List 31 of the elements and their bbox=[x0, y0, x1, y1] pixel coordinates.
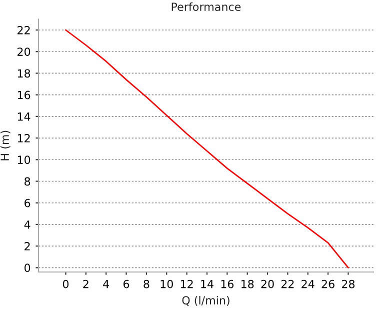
y-tick-label: 8 bbox=[24, 177, 30, 186]
y-tick-label: 12 bbox=[18, 134, 30, 142]
x-tick-label: 22 bbox=[281, 280, 294, 288]
y-tick-label: 0 bbox=[24, 264, 30, 272]
y-tick-label: 22 bbox=[18, 26, 30, 34]
chart-title: Performance bbox=[172, 2, 241, 12]
x-tick-label: 12 bbox=[180, 280, 193, 288]
x-tick-label: 10 bbox=[160, 280, 173, 288]
y-axis-title: H (m) bbox=[0, 130, 10, 160]
y-tick-label: 4 bbox=[24, 220, 30, 229]
x-tick-label: 28 bbox=[342, 280, 355, 288]
y-tick-label: 6 bbox=[24, 198, 30, 208]
x-tick-label: 6 bbox=[124, 280, 130, 288]
y-tick-label: 18 bbox=[18, 69, 30, 78]
y-tick-label: 10 bbox=[18, 156, 30, 164]
y-tick-label: 16 bbox=[18, 90, 30, 100]
y-tick-label: 2 bbox=[24, 242, 30, 250]
x-tick-label: 26 bbox=[322, 280, 334, 288]
x-tick-label: 0 bbox=[62, 280, 69, 288]
x-axis-title: Q (l/min) bbox=[182, 296, 230, 306]
x-tick-label: 16 bbox=[221, 280, 234, 288]
y-tick-label: 14 bbox=[18, 112, 30, 121]
x-tick-label: 20 bbox=[261, 280, 274, 288]
y-tick-label: 20 bbox=[18, 48, 30, 56]
x-tick-label: 14 bbox=[201, 280, 214, 288]
x-tick-label: 24 bbox=[302, 280, 314, 288]
line-series bbox=[65, 29, 349, 268]
x-tick-label: 8 bbox=[144, 280, 150, 288]
x-tick-label: 4 bbox=[103, 280, 110, 288]
x-tick-label: 18 bbox=[241, 280, 254, 288]
x-tick-label: 2 bbox=[83, 280, 88, 288]
